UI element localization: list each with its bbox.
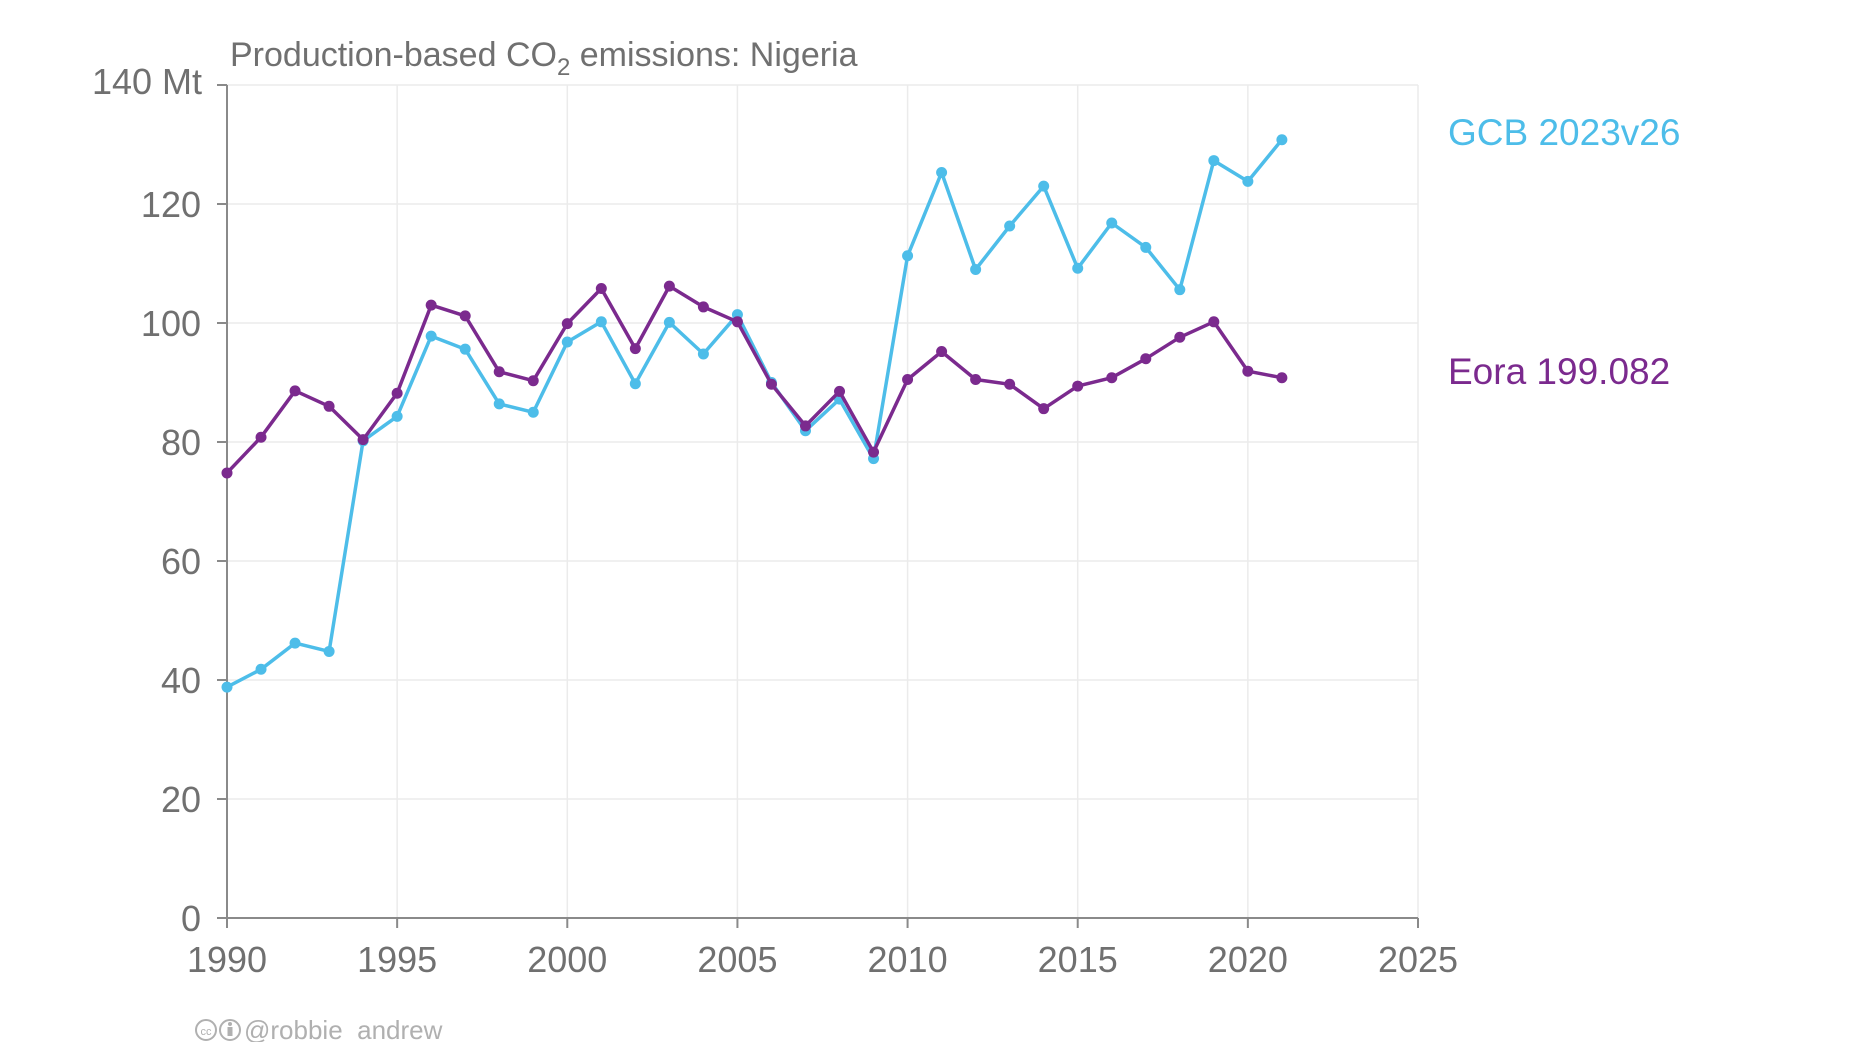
data-point (255, 431, 267, 443)
data-point (1072, 380, 1084, 392)
cc-by-icon: cc (195, 1019, 241, 1041)
data-point (970, 263, 982, 275)
data-point (493, 366, 505, 378)
y-tick-label: 20 (161, 779, 201, 820)
legend-gcb: GCB 2023v26 (1448, 112, 1680, 153)
x-tick-label: 1990 (187, 939, 267, 980)
data-point (663, 280, 675, 292)
data-point (936, 166, 948, 178)
data-point (391, 387, 403, 399)
data-point (1140, 353, 1152, 365)
data-point (1276, 134, 1288, 146)
data-point (221, 467, 233, 479)
data-point (1208, 316, 1220, 328)
data-point (1174, 284, 1186, 296)
y-tick-label: 40 (161, 660, 201, 701)
data-point (323, 400, 335, 412)
x-tick-label: 2020 (1208, 939, 1288, 980)
data-point (1242, 175, 1254, 187)
data-point (663, 316, 675, 328)
data-point (868, 446, 880, 458)
data-point (459, 343, 471, 355)
y-unit-label: 140 Mt (92, 61, 202, 102)
x-tick-label: 2000 (527, 939, 607, 980)
data-point (731, 316, 743, 328)
data-point (936, 346, 948, 358)
legend-eora: Eora 199.082 (1448, 351, 1670, 392)
data-point (1242, 365, 1254, 377)
x-tick-label: 2005 (697, 939, 777, 980)
data-point (425, 299, 437, 311)
data-point (765, 378, 777, 390)
axes: 0 20 40 60 80 100 120 1990 1995 2000 2005 2010 2015 2… (141, 84, 1458, 980)
data-point (391, 410, 403, 422)
credit-handle: @robbie_andrew (244, 1015, 443, 1042)
y-tick-label: 0 (181, 898, 201, 939)
data-point (595, 282, 607, 294)
series-eora (221, 280, 1288, 479)
series-gcb (221, 134, 1288, 693)
data-point (1106, 372, 1118, 384)
data-point (970, 374, 982, 386)
data-point (1072, 262, 1084, 274)
data-point (425, 330, 437, 342)
data-point (1208, 155, 1220, 167)
credit: cc @robbie_andrew (195, 1015, 443, 1042)
data-point (595, 316, 607, 328)
data-point (629, 378, 641, 390)
data-point (323, 645, 335, 657)
series-line (225, 137, 1284, 689)
data-point (493, 398, 505, 410)
x-tick-label: 2015 (1038, 939, 1118, 980)
y-tick-label: 80 (161, 422, 201, 463)
series-layer (221, 134, 1288, 693)
data-point (902, 250, 914, 262)
data-point (1004, 220, 1016, 232)
data-point (221, 681, 233, 693)
x-tick-label: 2010 (868, 939, 948, 980)
data-point (255, 663, 267, 675)
data-point (1276, 372, 1288, 384)
data-point (1106, 217, 1118, 229)
data-point (289, 385, 301, 397)
data-point (902, 374, 914, 386)
x-tick-label: 2025 (1378, 939, 1458, 980)
data-point (561, 336, 573, 348)
y-tick-label: 60 (161, 541, 201, 582)
data-point (697, 348, 709, 360)
data-point (1038, 403, 1050, 415)
data-point (459, 310, 471, 322)
data-point (357, 434, 369, 446)
data-point (1174, 331, 1186, 343)
data-point (1004, 378, 1016, 390)
data-point (561, 318, 573, 330)
chart-title: Production-based CO2 emissions: Nigeria (230, 36, 858, 81)
data-point (629, 343, 641, 355)
y-tick-label: 100 (141, 303, 201, 344)
y-tick-label: 120 (141, 184, 201, 225)
data-point (1038, 180, 1050, 192)
svg-text:cc: cc (201, 1026, 213, 1038)
data-point (289, 637, 301, 649)
series-line (225, 284, 1284, 475)
data-point (834, 385, 846, 397)
data-point (697, 301, 709, 313)
x-tick-label: 1995 (357, 939, 437, 980)
data-point (527, 406, 539, 418)
gridlines (226, 84, 1419, 919)
data-point (799, 420, 811, 432)
data-point (527, 375, 539, 387)
data-point (1140, 241, 1152, 253)
